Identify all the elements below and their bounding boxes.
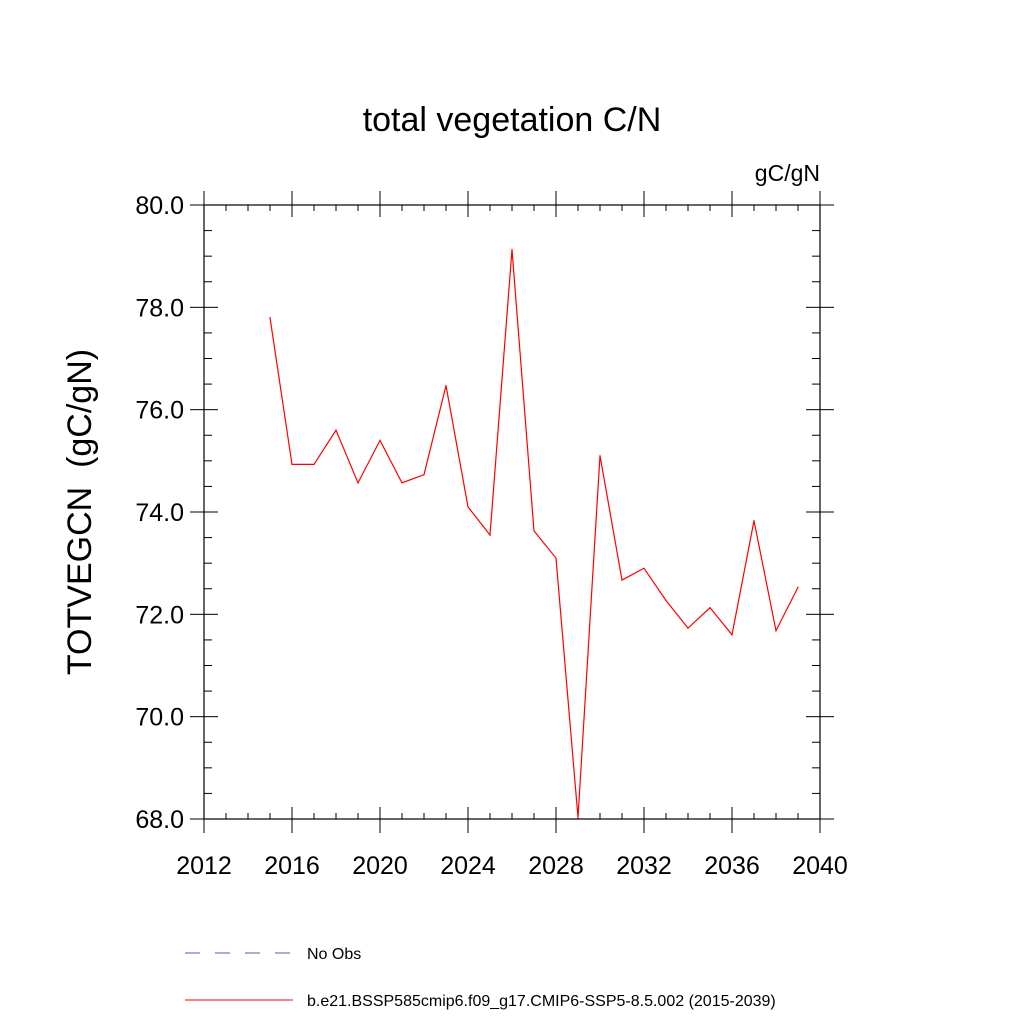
data-point (401, 482, 403, 484)
data-point (379, 439, 381, 441)
data-point (445, 385, 447, 387)
data-point (291, 463, 293, 466)
y-tick-label: 70.0 (135, 704, 184, 732)
series-line (269, 249, 799, 818)
data-point (357, 482, 359, 484)
x-tick-label: 2028 (528, 852, 584, 880)
x-tick-labels: 2012 2016 2020 2024 2028 2032 2036 2040 (176, 852, 848, 880)
x-tick-label: 2036 (704, 852, 760, 880)
legend-series-label: b.e21.BSSP585cmip6.f09_g17.CMIP6-SSP5-8.… (307, 993, 776, 1010)
y-axis-label: TOTVEGCN (gC/gN) (61, 349, 99, 675)
y-tick-label: 74.0 (135, 499, 184, 527)
x-tick-label: 2040 (792, 852, 848, 880)
x-tick-label: 2032 (616, 852, 672, 880)
data-point (313, 463, 315, 466)
chart-title: total vegetation C/N (363, 101, 662, 139)
y-tick-label: 78.0 (135, 294, 184, 322)
data-point (731, 634, 733, 636)
y-tick-label: 72.0 (135, 601, 184, 629)
data-point (665, 599, 667, 602)
y-tick-label: 76.0 (135, 397, 184, 425)
x-tick-label: 2020 (352, 852, 408, 880)
data-point (643, 567, 645, 569)
series-layer (269, 248, 799, 819)
plot-frame (203, 204, 821, 820)
y-tick-label: 80.0 (135, 192, 184, 220)
data-point (555, 557, 557, 559)
x-tick-label: 2016 (264, 852, 320, 880)
axis-ticks (190, 191, 834, 833)
data-point (533, 530, 535, 532)
data-point (709, 607, 711, 609)
data-point (797, 586, 799, 588)
data-point (423, 474, 425, 476)
data-point (687, 627, 689, 629)
y-tick-labels: 68.0 70.0 72.0 74.0 76.0 78.0 80.0 (135, 192, 184, 834)
data-point (335, 429, 337, 431)
data-point (599, 455, 601, 457)
x-tick-label: 2012 (176, 852, 232, 880)
y-tick-label: 68.0 (135, 806, 184, 834)
data-point (577, 816, 579, 819)
data-point (621, 579, 623, 581)
data-point (467, 506, 469, 508)
units-label: gC/gN (755, 160, 820, 186)
legend: No Obs b.e21.BSSP585cmip6.f09_g17.CMIP6-… (185, 946, 776, 1010)
data-point (269, 316, 271, 319)
data-point (511, 248, 513, 251)
data-point (489, 534, 491, 536)
data-point (753, 520, 755, 522)
x-tick-label: 2024 (440, 852, 496, 880)
legend-no-obs-label: No Obs (307, 946, 361, 963)
data-point (775, 630, 777, 632)
